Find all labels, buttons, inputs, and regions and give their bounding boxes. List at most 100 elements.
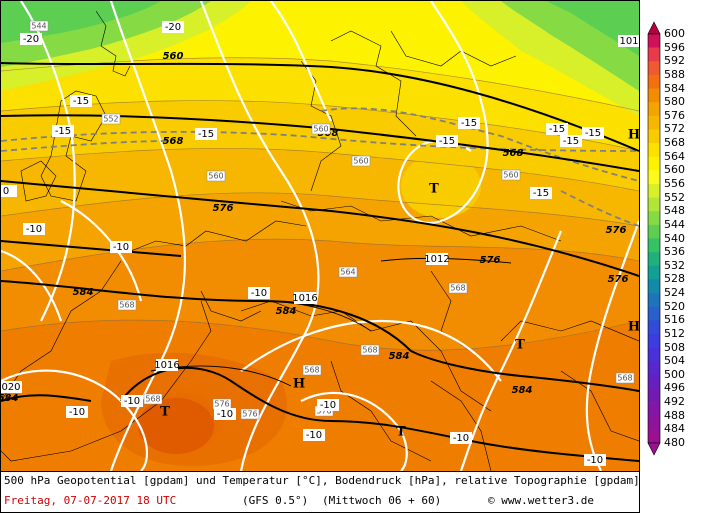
caption-description: 500 hPa Geopotential [gpdam] und Tempera… [4, 474, 640, 487]
contour-label: -10 [303, 429, 325, 441]
svg-text:576: 576 [242, 410, 257, 419]
legend-label: 540 [664, 231, 685, 245]
legend-swatch [648, 238, 660, 253]
svg-text:568: 568 [304, 366, 319, 375]
contour-label: 568 [448, 282, 468, 294]
svg-text:-15: -15 [533, 188, 549, 199]
legend-swatch [648, 156, 660, 171]
svg-text:-10: -10 [124, 396, 140, 407]
contour-label: 560 [501, 169, 521, 181]
contour-label: -10 [110, 241, 132, 253]
weather-map: 544-20-20560101-15552568-15568560-15-155… [0, 0, 640, 472]
color-legend [640, 0, 704, 472]
legend-swatch [648, 361, 660, 376]
contour-label: -15 [560, 135, 582, 147]
contour-label: 1012 [424, 253, 450, 265]
legend-label: 512 [664, 326, 685, 340]
svg-text:-20: -20 [165, 22, 181, 33]
svg-text:1012: 1012 [424, 254, 449, 265]
topography-isolines [1, 57, 639, 351]
legend-label: 580 [664, 95, 685, 109]
high-pressure-center: H [293, 377, 305, 392]
contour-label: 020 [1, 381, 22, 393]
legend-swatch [648, 333, 660, 348]
legend-label: 548 [664, 204, 685, 218]
contour-label: -15 [582, 127, 604, 139]
legend-label: 504 [664, 354, 685, 368]
contour-label: -10 [248, 287, 270, 299]
legend-label: 564 [664, 149, 685, 163]
caption-date: Freitag, 07-07-2017 18 UTC [4, 494, 177, 507]
contour-label: 560 [311, 123, 331, 135]
low-pressure-center: T [429, 182, 439, 197]
legend-label: 520 [664, 299, 685, 313]
legend-swatch [648, 279, 660, 294]
svg-text:020: 020 [1, 382, 20, 393]
contour-label: -10 [450, 432, 472, 444]
svg-text:584: 584 [1, 393, 18, 404]
pressure-centers: T T T T H H H [160, 128, 639, 440]
svg-text:576: 576 [608, 274, 629, 285]
svg-text:576: 576 [213, 203, 234, 214]
contour-label: 1016 [154, 359, 180, 371]
legend-swatch [648, 211, 660, 226]
caption-run-info: Freitag, 07-07-2017 18 UTC (GFS 0.5°) (M… [4, 494, 594, 507]
caption-run: (Mittwoch 06 + 60) [322, 494, 442, 507]
contour-label: 568 [163, 136, 184, 147]
legend-swatch [648, 224, 660, 239]
legend-label: 568 [664, 136, 685, 150]
contour-label: -15 [436, 135, 458, 147]
contour-label: -15 [70, 95, 92, 107]
high-pressure-center: H [628, 128, 639, 143]
svg-text:-15: -15 [461, 118, 477, 129]
legend-label: 552 [664, 190, 685, 204]
low-pressure-center: T [160, 405, 170, 420]
svg-text:1016: 1016 [154, 360, 179, 371]
svg-text:568: 568 [503, 148, 524, 159]
legend-label: 516 [664, 313, 685, 327]
contour-label: 544 [29, 20, 49, 32]
contour-label: 560 [351, 155, 371, 167]
legend-swatch [648, 265, 660, 280]
contour-label: 584 [512, 385, 533, 396]
legend-swatch [648, 183, 660, 198]
legend-swatch [648, 388, 660, 403]
legend-swatch [648, 61, 660, 76]
svg-text:-15: -15 [73, 96, 89, 107]
legend-label: 600 [664, 27, 685, 40]
svg-text:552: 552 [103, 115, 118, 124]
contour-label: 0 [1, 185, 17, 197]
high-pressure-center: H [628, 320, 639, 335]
svg-text:568: 568 [450, 284, 465, 293]
legend-swatch [648, 74, 660, 89]
contour-label: 564 [338, 266, 358, 278]
legend-swatch [648, 115, 660, 130]
contour-label: -10 [23, 223, 45, 235]
legend-swatch [648, 197, 660, 212]
legend-swatch [648, 88, 660, 103]
contour-label: 1016 [292, 292, 318, 304]
contour-label: 576 [212, 398, 232, 410]
svg-text:-10: -10 [113, 242, 129, 253]
contour-label: -15 [530, 187, 552, 199]
legend-label: 588 [664, 67, 685, 81]
legend-swatch [648, 293, 660, 307]
contour-labels: 544-20-20560101-15552568-15568560-15-155… [1, 20, 639, 466]
contour-label: 584 [1, 393, 18, 404]
contour-label: -10 [584, 454, 606, 466]
contour-label: 576 [606, 225, 627, 236]
legend-swatch [648, 429, 660, 444]
svg-text:1016: 1016 [292, 293, 317, 304]
contour-label: -10 [66, 406, 88, 418]
contour-label: 568 [360, 344, 380, 356]
legend-label: 484 [664, 422, 685, 436]
legend-swatch [648, 170, 660, 185]
contour-label: 568 [302, 364, 322, 376]
contour-label: 568 [143, 393, 163, 405]
legend-label: 492 [664, 395, 685, 409]
legend-label: 576 [664, 108, 685, 122]
low-pressure-center: T [515, 338, 525, 353]
legend-swatch [648, 320, 660, 335]
legend-label: 592 [664, 54, 685, 68]
svg-text:-10: -10 [453, 433, 469, 444]
